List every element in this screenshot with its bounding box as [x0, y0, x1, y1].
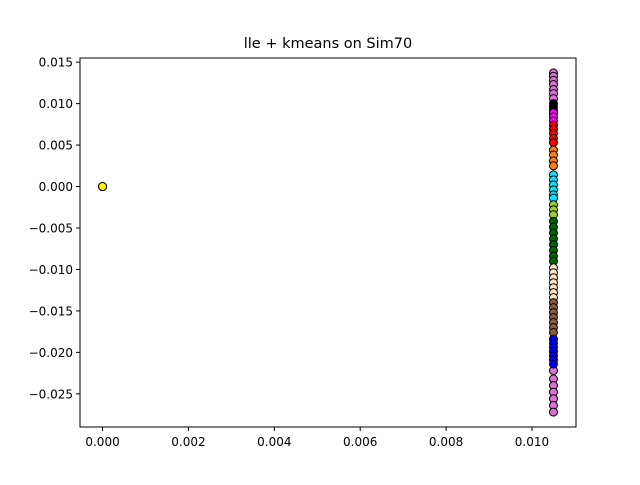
plot-area: [80, 58, 576, 427]
series-cluster-brown: [548, 298, 558, 337]
y-tick-label: 0.015: [39, 56, 73, 70]
y-tick-label: −0.010: [29, 263, 73, 277]
series-cluster-blue: [548, 334, 558, 369]
data-point: [548, 407, 558, 417]
series-cluster-orange: [548, 145, 558, 171]
y-tick-label: 0.005: [39, 139, 73, 153]
data-point: [548, 138, 558, 148]
y-tick-label: −0.005: [29, 221, 73, 235]
x-tick-label: 0.006: [343, 435, 377, 449]
series-cluster-cyan: [548, 170, 558, 203]
x-tick-label: 0.008: [429, 435, 463, 449]
series-cluster-yellowgreen: [548, 200, 558, 220]
y-tick-label: −0.020: [29, 346, 73, 360]
y-tick-label: −0.015: [29, 304, 73, 318]
series-cluster-yellow: [98, 182, 108, 192]
y-tick-label: 0.000: [39, 180, 73, 194]
series-cluster-bisque: [548, 263, 558, 303]
x-tick-label: 0.004: [257, 435, 291, 449]
data-points: [98, 68, 558, 417]
x-tick-label: 0.002: [171, 435, 205, 449]
data-point: [98, 182, 108, 192]
data-point: [548, 359, 558, 369]
y-tick-label: 0.010: [39, 97, 73, 111]
y-tick-label: −0.025: [29, 387, 73, 401]
x-tick-label: 0.000: [85, 435, 119, 449]
y-axis-ticks: 0.015 0.010 0.005 0.000 −0.005 −0.010 −0.015 −0…: [29, 56, 80, 401]
series-cluster-green: [548, 216, 558, 266]
axes-frame: [79, 57, 577, 428]
x-tick-label: 0.010: [515, 435, 549, 449]
series-cluster-red: [548, 120, 558, 148]
data-point: [548, 161, 558, 171]
chart-title: lle + kmeans on Sim70: [244, 36, 413, 52]
series-cluster-orchid: [548, 68, 558, 417]
x-axis-ticks: 0.000 0.002 0.004 0.006 0.008 0.010: [85, 427, 549, 449]
